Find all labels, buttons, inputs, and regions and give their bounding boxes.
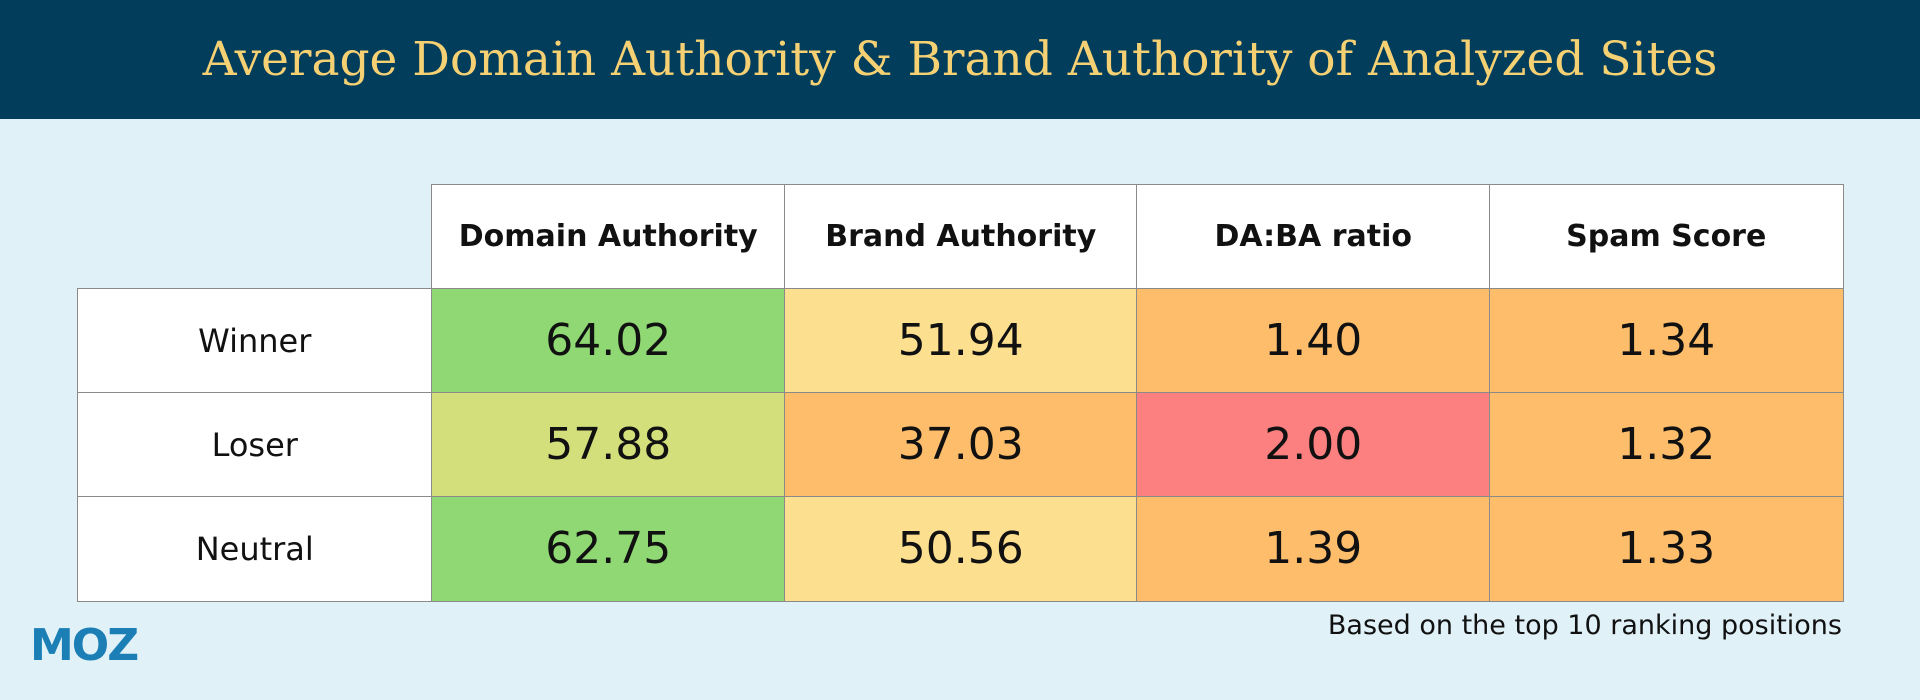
value-cell: 50.56: [784, 496, 1138, 602]
value-cell: 1.33: [1489, 496, 1844, 602]
column-header: Domain Authority: [431, 184, 786, 290]
value-cell: 1.32: [1489, 392, 1844, 498]
value-cell: 57.88: [431, 392, 786, 498]
row-label: Neutral: [77, 496, 433, 602]
row-label: Winner: [77, 288, 433, 394]
value-cell: 1.34: [1489, 288, 1844, 394]
value-cell: 2.00: [1136, 392, 1491, 498]
column-header: Brand Authority: [784, 184, 1138, 290]
value-cell: 64.02: [431, 288, 786, 394]
title: Average Domain Authority & Brand Authori…: [202, 32, 1718, 87]
row-label: Loser: [77, 392, 433, 498]
value-cell: 1.40: [1136, 288, 1491, 394]
footnote: Based on the top 10 ranking positions: [1327, 610, 1842, 641]
column-header: Spam Score: [1489, 184, 1844, 290]
header-band: [0, 0, 1920, 119]
logo: MOZ: [30, 620, 139, 671]
value-cell: 62.75: [431, 496, 786, 602]
value-cell: 37.03: [784, 392, 1138, 498]
value-cell: 1.39: [1136, 496, 1491, 602]
value-cell: 51.94: [784, 288, 1138, 394]
column-header: DA:BA ratio: [1136, 184, 1491, 290]
